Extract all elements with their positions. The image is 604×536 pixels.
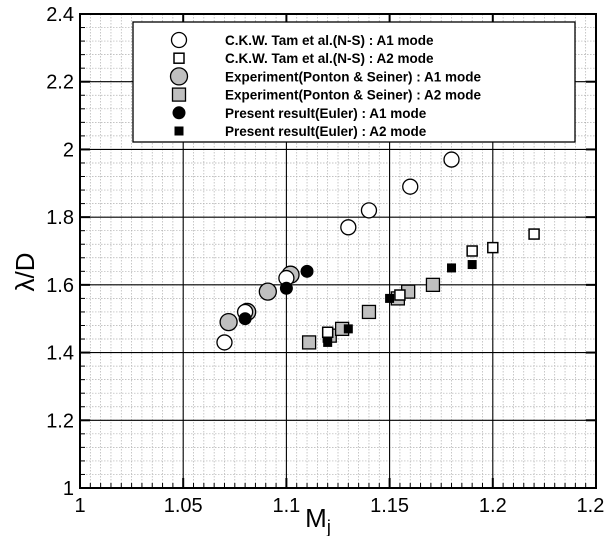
y-tick-label: 1.4: [46, 343, 74, 365]
legend-box: [132, 21, 576, 143]
data-point-square-filled: [447, 263, 457, 273]
x-tick-label: 1: [74, 495, 85, 517]
data-point-square-open: [487, 241, 499, 254]
plot-frame: [79, 13, 597, 489]
y-tick-label: 2.4: [46, 4, 74, 26]
data-point-circle-filled: [279, 281, 293, 295]
data-point-square-open: [466, 245, 478, 257]
legend-marker: [171, 87, 187, 102]
legend-label: C.K.W. Tam et al.(N-S) : A2 mode: [225, 51, 434, 66]
data-point-diamond-gray: [258, 282, 277, 301]
data-point-square-open: [528, 228, 540, 240]
legend-label: Experiment(Ponton & Seiner) : A1 mode: [225, 69, 482, 84]
data-point-circle-filled: [300, 264, 314, 278]
data-point-square-open: [394, 289, 406, 301]
legend-marker: [170, 31, 188, 49]
y-tick-label: 1.8: [46, 207, 74, 229]
data-points: [216, 151, 540, 351]
data-point-circle-filled: [238, 312, 252, 326]
data-point-circle-open: [360, 202, 378, 219]
x-tick-label: 1.05: [164, 495, 203, 517]
y-tick-label: 2: [63, 139, 74, 161]
data-point-square-gray: [425, 277, 441, 293]
legend-marker: [173, 52, 185, 64]
legend-marker: [172, 106, 186, 120]
y-tick-labels: 1 1.2 1.4 1.6 1.8 2 2.2 2.4: [46, 4, 74, 500]
x-tick-label: 1.2: [479, 495, 507, 517]
legend-marker: [169, 67, 189, 86]
x-axis-title-main: M: [305, 503, 327, 533]
x-tick-label: 1.1: [272, 495, 300, 517]
data-point-square-open: [321, 326, 334, 339]
y-tick-label: 1: [63, 478, 74, 500]
data-point-square-filled: [467, 260, 477, 270]
x-axis-title-sub: j: [326, 517, 331, 536]
legend: C.K.W. Tam et al.(N-S) : A1 mode C.K.W. T…: [132, 21, 576, 143]
y-tick-label: 1.2: [46, 410, 74, 432]
y-tick-label: 2.2: [46, 72, 74, 94]
y-axis-title: λ/D: [10, 253, 40, 292]
data-point-square-filled: [385, 293, 395, 303]
data-point-circle-open: [443, 151, 460, 168]
legend-label: Present result(Euler) : A1 mode: [225, 106, 427, 121]
data-point-circle-open: [216, 334, 233, 351]
legend-marker: [174, 126, 184, 136]
data-point-diamond-gray: [219, 312, 238, 332]
legend-label: Present result(Euler) : A2 mode: [225, 124, 427, 139]
x-tick-label: 1.25: [577, 495, 604, 517]
data-point-square-filled: [323, 337, 333, 347]
x-tick-labels: 1 1.05 1.1 1.15 1.2 1.25: [74, 495, 604, 517]
legend-label: Experiment(Ponton & Seiner) : A2 mode: [225, 88, 482, 103]
data-point-circle-open: [340, 219, 357, 236]
y-tick-label: 1.6: [46, 275, 74, 297]
x-tick-label: 1.15: [370, 495, 409, 517]
data-point-circle-open: [402, 178, 419, 195]
data-point-square-filled: [343, 324, 353, 334]
x-axis-title: Mj: [305, 503, 331, 536]
data-point-square-gray: [361, 304, 377, 320]
legend-label: C.K.W. Tam et al.(N-S) : A1 mode: [225, 33, 434, 48]
data-point-square-gray: [301, 335, 317, 350]
